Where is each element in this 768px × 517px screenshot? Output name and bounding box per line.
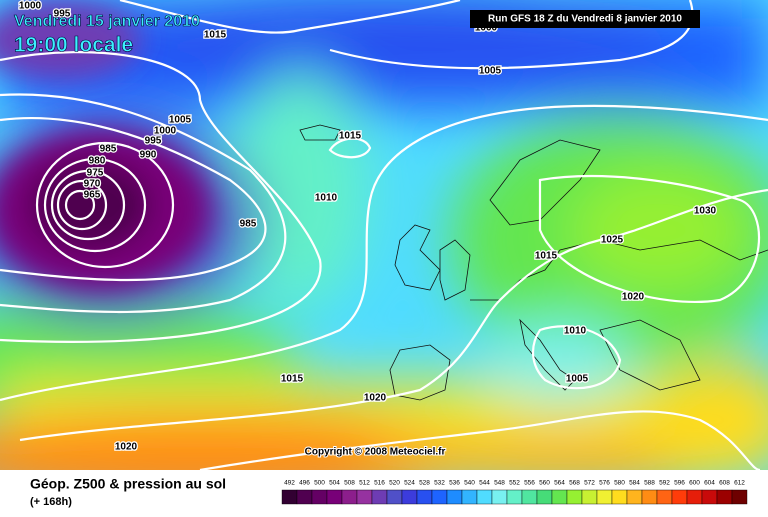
scale-label: 592 [659,480,670,487]
copyright: Copyright © 2008 Meteociel.fr [305,447,446,458]
scale-label: 612 [734,480,745,487]
isobar-label: 1005 [566,374,589,385]
scale-swatch [341,489,358,505]
isobar-label: 1015 [204,30,227,41]
scale-label: 560 [539,480,550,487]
scale-label: 512 [359,480,370,487]
scale-label: 536 [449,480,460,487]
scale-label: 568 [569,480,580,487]
isobar-label: 980 [89,156,106,167]
scale-label: 532 [434,480,445,487]
isobar-label: 1000 [154,126,177,137]
isobar-label: 1020 [364,393,387,404]
isobar-label: 965 [84,190,101,201]
scale-label: 564 [554,480,565,487]
date: Vendredi 15 janvier 2010 [14,13,200,30]
scale-swatch [656,489,673,505]
scale-label: 552 [509,480,520,487]
scale-swatch [371,489,388,505]
run-box [470,10,700,28]
scale-label: 600 [689,480,700,487]
scale-swatch [296,489,313,505]
scale-swatch [701,489,718,505]
isobar-label: 1010 [315,193,338,204]
scale-label: 596 [674,480,685,487]
isobar-label: 995 [54,9,71,20]
isobar-label: 1020 [622,292,645,303]
run-info: Run GFS 18 Z du Vendredi 8 janvier 2010 [488,14,682,25]
isobar-label: 990 [140,150,157,161]
scale-swatch [356,489,373,505]
scale-swatch [326,489,343,505]
scale-label: 544 [479,480,490,487]
scale-label: 508 [344,480,355,487]
scale-label: 556 [524,480,535,487]
scale-swatch [596,489,613,505]
scale-label: 584 [629,480,640,487]
scale-swatch [611,489,628,505]
header: Vendredi 15 janvier 2010 19:00 locale Ru… [14,10,700,57]
scale-swatch [521,489,538,505]
isobar-label: 1000 [19,1,42,12]
scale-label: 540 [464,480,475,487]
scale-swatch [716,489,733,505]
scale-label: 576 [599,480,610,487]
isobar-label: 1015 [339,131,362,142]
scale-swatch [386,489,403,505]
scale-swatch [641,489,658,505]
isobar-label: 1015 [535,251,558,262]
footer-subtitle: (+ 168h) [30,496,72,508]
color-scale: 492 496 500 504 508 512 516 520 524 528 532 536 540 5… [281,480,748,505]
scale-swatch [491,489,508,505]
isobar-label: 985 [100,144,117,155]
scale-swatch [626,489,643,505]
isobars [0,0,768,442]
isobar-label: 1005 [479,66,502,77]
scale-swatch [566,489,583,505]
scale-label: 516 [374,480,385,487]
scale-label: 524 [404,480,415,487]
scale-label: 604 [704,480,715,487]
isobar-label: 985 [240,219,257,230]
isobar-label: 970 [84,179,101,190]
isobar-label: 975 [87,168,104,179]
isobar-label: 1025 [601,235,624,246]
isobar-label: 1010 [564,326,587,337]
scale-label: 528 [419,480,430,487]
scale-swatch [431,489,448,505]
scale-swatch [446,489,463,505]
scale-swatch [506,489,523,505]
scale-swatch [581,489,598,505]
footer-title: Géop. Z500 & pression au sol [30,476,226,492]
scale-label: 520 [389,480,400,487]
scale-swatch [461,489,478,505]
isobar-label: 1015 [281,374,304,385]
scale-swatch [311,489,328,505]
scale-label: 496 [299,480,310,487]
isobar-label: 995 [145,136,162,147]
scale-swatch [476,489,493,505]
scale-label: 500 [314,480,325,487]
scale-swatch [416,489,433,505]
scale-swatch [536,489,553,505]
scale-label: 548 [494,480,505,487]
scale-swatch [686,489,703,505]
scale-swatch [671,489,688,505]
scale-label: 580 [614,480,625,487]
scale-label: 572 [584,480,595,487]
scale-swatch [281,489,298,505]
scale-label: 588 [644,480,655,487]
scale-swatch [731,489,748,505]
scale-label: 504 [329,480,340,487]
scale-swatch [551,489,568,505]
isobar-label: 1020 [115,442,138,453]
isobar-label: 1030 [694,206,717,217]
isobar-label: 1005 [169,115,192,126]
time: 19:00 locale [14,34,133,57]
scale-label: 608 [719,480,730,487]
scale-label: 492 [284,480,295,487]
scale-swatch [401,489,418,505]
